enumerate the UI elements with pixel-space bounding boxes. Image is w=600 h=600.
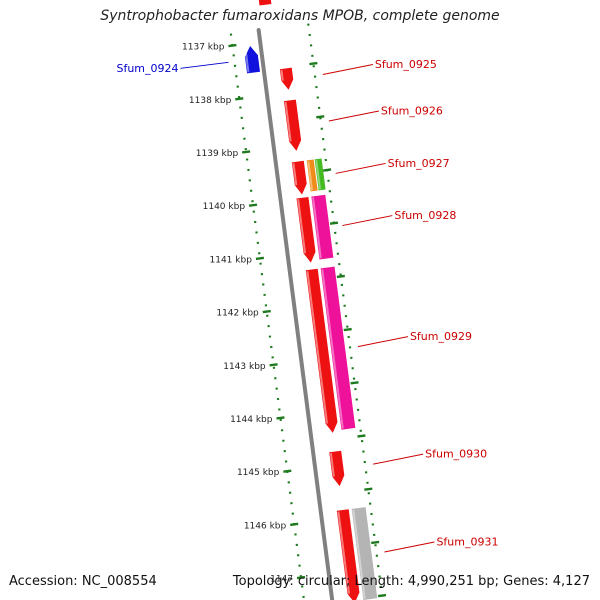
tick-label-1137: 1137 kbp [182,43,225,53]
left-dotted-guide [229,33,306,600]
tick-mark-right-1146 [371,540,380,545]
gene-arrow-sfum-0928[interactable] [296,196,316,263]
tick-mark-left-1141 [255,256,264,261]
gene-features [244,0,378,600]
tick-label-1138: 1138 kbp [189,96,232,106]
tick-mark-left-1138 [235,97,244,101]
page-title: Syntrophobacter fumaroxidans MPOB, compl… [100,8,500,24]
label-leader-sfum-0930 [373,453,424,465]
tick-mark-left-1143 [269,363,278,367]
tick-mark-left-1137 [228,43,237,48]
gene-label-sfum-0926[interactable]: Sfum_0926 [381,105,443,118]
label-leader-sfum-0926 [328,110,379,122]
tick-label-1141: 1141 kbp [210,255,253,265]
gene-arrow-sfum-0930[interactable] [329,450,345,487]
tick-mark-right-1140 [329,221,339,225]
gene-arrow-sfum-0926[interactable] [283,99,302,151]
backbone-line [256,28,335,600]
gene-arrow-sfum-0929[interactable] [305,268,338,433]
gene-label-sfum-0925[interactable]: Sfum_0925 [375,58,437,71]
tick-label-1140: 1140 kbp [203,202,246,212]
tick-mark-right-1144 [357,434,366,438]
cog-bar-sfum-0927-green [314,158,326,191]
tick-mark-left-1142 [262,309,271,314]
tick-mark-left-1145 [283,469,292,473]
gene-arrow-sfum-0925[interactable] [279,67,294,90]
tick-mark-left-1147 [296,575,306,580]
gene-labels: Sfum_0924 Sfum_0925 Sfum_0926 Sfum_0927 Sfum… [116,58,499,553]
tick-label-1139: 1139 kbp [196,149,239,159]
coordinate-ticks: 1137 kbp 1138 kbp 1139 kbp 1140 kbp 1141 kbp… [182,43,387,598]
tick-mark-left-1139 [242,150,251,154]
tick-mark-left-1146 [290,522,299,527]
tick-mark-left-1140 [248,203,258,207]
gene-fragment-top [258,0,272,6]
tick-mark-right-1139 [322,168,332,172]
gene-label-sfum-0931[interactable]: Sfum_0931 [436,535,498,548]
tick-label-1143: 1143 kbp [223,362,266,372]
gene-label-sfum-0929[interactable]: Sfum_0929 [410,330,472,343]
gene-label-sfum-0930[interactable]: Sfum_0930 [425,448,487,461]
cog-bar-sfum-0929-pink [320,266,356,430]
tick-label-1147: 1147 [270,575,293,585]
tick-label-1145: 1145 kbp [237,468,280,478]
tick-label-1142: 1142 kbp [216,309,259,319]
tick-mark-right-1142 [343,327,352,332]
dotted-guides [229,23,383,600]
gene-label-sfum-0924[interactable]: Sfum_0924 [116,62,178,75]
tick-mark-right-1145 [364,487,373,491]
gene-label-sfum-0928[interactable]: Sfum_0928 [394,209,456,222]
accession-text: Accession: NC_008554 [9,574,157,589]
tick-mark-right-1143 [350,381,359,385]
label-leader-sfum-0927 [335,162,386,174]
label-leader-sfum-0931 [384,541,435,553]
label-leader-sfum-0925 [322,63,373,75]
cog-bar-sfum-0927-orange [306,159,318,192]
tick-mark-right-1141 [336,274,345,279]
backbone [256,28,335,600]
tick-mark-right-1147 [377,593,387,598]
gene-arrow-sfum-0931[interactable] [336,509,360,600]
cog-bar-sfum-0928-pink [311,194,334,260]
gene-label-sfum-0927[interactable]: Sfum_0927 [388,157,450,170]
tick-mark-right-1138 [316,115,325,119]
label-leader-sfum-0929 [357,336,409,348]
label-leader-sfum-0924 [180,61,229,69]
genome-summary-text: Topology: circular; Length: 4,990,251 bp… [232,574,590,589]
right-dotted-guide [307,23,383,594]
cog-bar-sfum-0931-gray [351,507,378,600]
tick-mark-left-1144 [276,416,285,420]
tick-label-1146: 1146 kbp [244,521,287,531]
label-leader-sfum-0928 [342,215,393,227]
gene-arrow-sfum-0927[interactable] [291,160,307,195]
tick-label-1144: 1144 kbp [230,415,273,425]
tick-mark-right-1137 [309,61,318,66]
gene-arrow-sfum-0924[interactable] [244,46,261,74]
